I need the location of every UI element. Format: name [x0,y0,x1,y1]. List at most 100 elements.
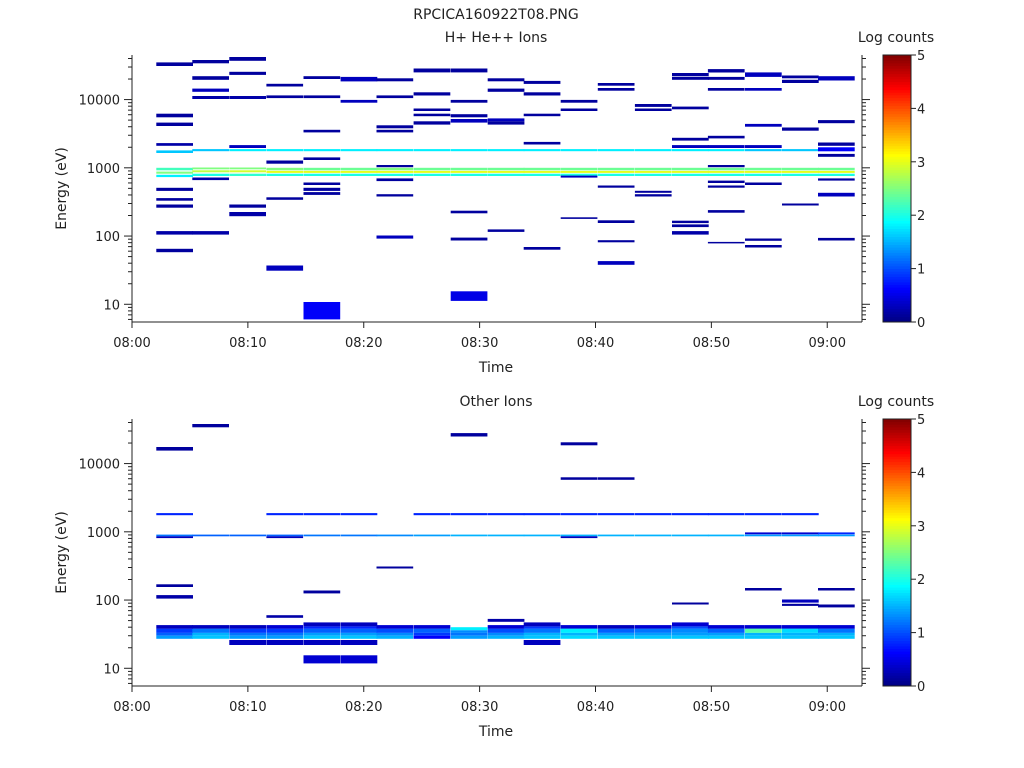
heatmap-cell [672,149,709,152]
colorbar-segment [883,475,911,479]
heatmap-cell [229,149,266,152]
heatmap-cell [672,145,709,148]
heatmap-cell [450,149,488,152]
heatmap-cell [156,198,193,201]
heatmap-cell [376,628,414,633]
panel-title: H+ He++ Ions [445,30,548,46]
heatmap-cell [634,170,672,173]
colorbar-segment [883,81,911,85]
heatmap-cell [266,170,304,173]
colorbar-segment [883,627,911,631]
colorbar-segment [883,300,911,304]
colorbar-segment [883,509,911,513]
colorbar-segment [883,281,911,286]
colorbar-segment [883,116,911,120]
heatmap-cell [266,149,304,152]
heatmap-cell [192,231,229,235]
heatmap-cell [192,173,229,176]
colorbar-segment [883,533,911,537]
colorbar-segment [883,188,911,192]
heatmap-cell [707,69,745,73]
heatmap-cell [672,170,709,173]
colorbar-segment [883,515,911,519]
heatmap-cell [340,76,378,82]
colorbar-segment [883,520,911,524]
colorbar-segment [883,148,911,152]
heatmap-cell [156,635,193,639]
heatmap-cell [523,635,561,639]
heatmap-cell [707,135,745,139]
heatmap-cell [745,628,782,633]
heatmap-cell [192,424,229,428]
heatmap-cell [672,602,709,605]
x-tick-label: 09:00 [809,336,846,351]
heatmap-cell [192,60,229,64]
colorbar-segment [883,121,911,125]
heatmap-cell [376,167,414,171]
heatmap-cell [266,635,304,639]
colorbar-segment [883,100,911,104]
colorbar-segment [883,531,911,535]
heatmap-cell [523,626,561,629]
colorbar-segment [883,443,911,447]
heatmap-cell [340,99,378,103]
heatmap-cell [487,121,525,125]
heatmap-cell [340,635,378,639]
heatmap-cell [597,173,635,176]
heatmap-cell [634,190,672,193]
heatmap-cell [672,73,709,77]
heatmap-cell [376,165,414,168]
heatmap-cell [818,237,855,241]
colorbar-segment [883,119,911,123]
x-tick-label: 08:00 [113,336,150,351]
colorbar-frame [882,54,912,323]
heatmap-cell [782,75,819,79]
colorbar-segment [883,167,911,171]
heatmap-cell [413,513,451,516]
heatmap-cell [487,632,525,636]
y-tick-label: 1000 [87,526,120,541]
colorbar-segment [883,127,911,131]
heatmap-cell [303,655,341,664]
heatmap-cell [782,599,819,603]
x-tick-label: 08:20 [345,336,382,351]
colorbar-segment [883,587,911,591]
colorbar-segment [883,672,911,676]
colorbar-segment [883,103,911,107]
heatmap-cell [156,625,193,629]
heatmap-cell [818,604,855,608]
heatmap-cell [818,142,855,146]
colorbar-segment [883,635,911,639]
heatmap-cell [340,626,378,629]
heatmap-cell [818,167,855,171]
colorbar-segment [883,445,911,449]
heatmap-cell [523,513,561,516]
colorbar-segment [883,289,911,294]
heatmap-cell [707,241,745,244]
heatmap-cell [672,220,709,224]
colorbar-segment [883,87,911,91]
colorbar-segment [883,292,911,296]
heatmap-cell [487,173,525,176]
colorbar-segment [883,459,911,463]
heatmap-cell [634,513,672,516]
heatmap-cell [303,149,341,152]
heatmap-cell [156,113,193,118]
colorbar-tick-label: 1 [917,627,925,642]
colorbar-segment [883,68,911,72]
colorbar-tick-label: 2 [917,573,925,588]
colorbar-segment [883,656,911,660]
heatmap-cell [634,625,672,629]
heatmap-cell [303,628,341,633]
heatmap-cell [672,224,709,228]
colorbar-segment [883,581,911,585]
heatmap-cell [192,177,229,181]
colorbar-segment [883,145,911,149]
y-tick-label: 10000 [79,94,120,109]
colorbar-segment [883,284,911,288]
colorbar-segment [883,440,911,444]
x-tick-label: 08:30 [461,336,498,351]
heatmap-cell [340,628,378,633]
colorbar-segment [883,172,911,176]
heatmap-cell [450,68,488,73]
